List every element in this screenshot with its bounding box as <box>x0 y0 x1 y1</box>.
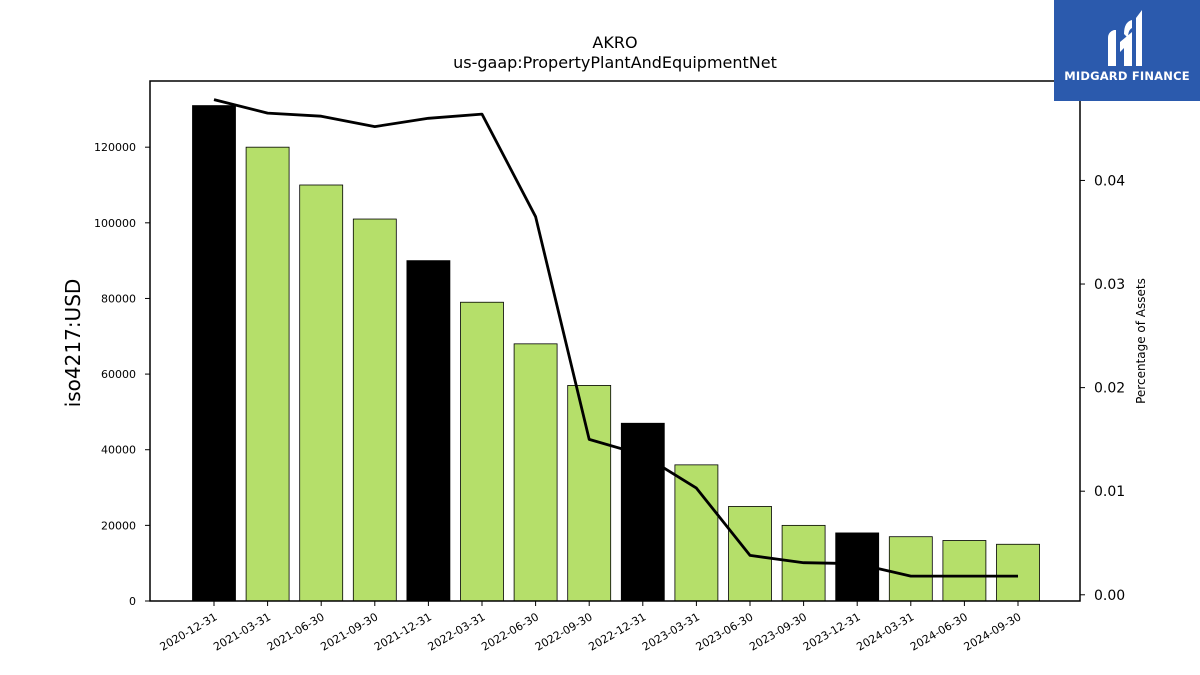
x-tick-label: 2024-09-30 <box>962 610 1024 653</box>
x-tick-label: 2023-12-31 <box>801 610 863 653</box>
x-tick-label: 2023-09-30 <box>747 610 809 653</box>
bar-2021-09-30 <box>352 218 397 602</box>
bar-2021-06-30 <box>299 184 344 602</box>
x-tick-label: 2022-09-30 <box>533 610 595 653</box>
bar-2022-12-31 <box>620 422 665 602</box>
x-tick-label: 2023-03-31 <box>640 610 702 653</box>
x-tick-label: 2022-03-31 <box>426 610 488 653</box>
y2-tick-label: 0.01 <box>1094 484 1125 500</box>
percentage-of-assets-line <box>213 98 1018 578</box>
bar-2023-03-31 <box>674 464 719 602</box>
y2-tick-label: 0.02 <box>1094 381 1125 397</box>
x-tick-label: 2021-03-31 <box>211 610 273 653</box>
y-tick-label: 80000 <box>101 292 136 305</box>
y2-tick-label: 0.04 <box>1094 173 1125 189</box>
bar-2024-09-30 <box>996 543 1040 602</box>
x-tick-label: 2023-06-30 <box>694 610 756 653</box>
x-tick-label: 2024-03-31 <box>854 610 916 653</box>
x-tick-label: 2021-09-30 <box>318 610 380 653</box>
y-tick-label: 0 <box>129 595 136 608</box>
logo-text: MIDGARD FINANCE <box>1064 69 1190 83</box>
y-tick-label: 120000 <box>94 141 136 154</box>
y2-tick-label: 0.03 <box>1094 277 1125 293</box>
plot-frame <box>149 80 1081 602</box>
bar-2021-12-31 <box>406 260 451 602</box>
bar-2022-06-30 <box>513 343 558 602</box>
bar-2024-03-31 <box>888 536 933 602</box>
bar-2020-12-31 <box>192 105 236 602</box>
bar-2022-09-30 <box>567 385 612 602</box>
x-tick-label: 2021-12-31 <box>372 610 434 653</box>
chart-title: AKRO <box>592 33 637 52</box>
bar-2022-03-31 <box>460 301 504 602</box>
y2-axis-label: Percentage of Assets <box>1134 278 1148 404</box>
chart-subtitle: us-gaap:PropertyPlantAndEquipmentNet <box>453 53 777 72</box>
y-axis-label: iso4217:USD <box>61 279 85 408</box>
x-tick-label: 2024-06-30 <box>908 610 970 653</box>
x-tick-label: 2021-06-30 <box>265 610 327 653</box>
midgard-logo-icon <box>1108 10 1142 66</box>
y2-tick-label: 0.00 <box>1094 588 1125 604</box>
y-tick-label: 20000 <box>101 519 136 532</box>
x-tick-label: 2020-12-31 <box>158 610 220 653</box>
y-tick-label: 60000 <box>101 368 136 381</box>
midgard-finance-logo: MIDGARD FINANCE <box>1054 0 1200 101</box>
bar-2024-06-30 <box>942 540 987 602</box>
y-tick-label: 40000 <box>101 444 136 457</box>
bar-2021-03-31 <box>245 146 290 602</box>
y-tick-label: 100000 <box>94 217 136 230</box>
x-tick-label: 2022-06-30 <box>479 610 541 653</box>
x-tick-label: 2022-12-31 <box>586 610 648 653</box>
